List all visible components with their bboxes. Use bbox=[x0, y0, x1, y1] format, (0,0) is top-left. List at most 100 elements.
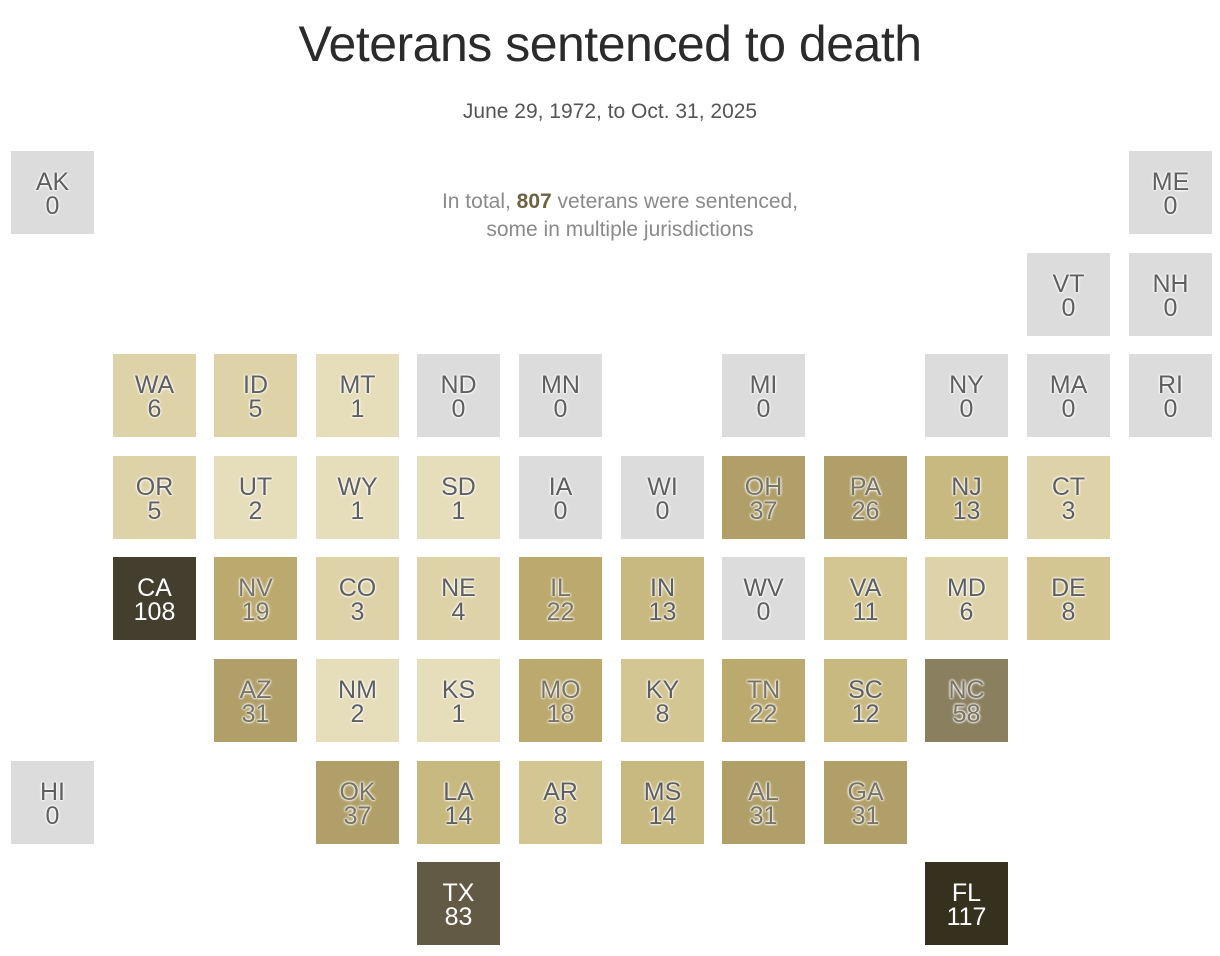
state-value: 2 bbox=[350, 699, 365, 728]
state-abbr: MT bbox=[339, 370, 376, 399]
state-tile-va: VA 11 bbox=[824, 557, 907, 640]
state-tile-in: IN 13 bbox=[621, 557, 704, 640]
state-abbr: DE bbox=[1051, 573, 1086, 602]
state-value: 0 bbox=[959, 394, 974, 423]
state-tile-wa: WA 6 bbox=[113, 354, 196, 437]
state-abbr: MI bbox=[749, 370, 778, 399]
state-abbr: SD bbox=[441, 472, 476, 501]
state-abbr: LA bbox=[443, 777, 474, 806]
state-value: 31 bbox=[851, 801, 880, 830]
state-value: 1 bbox=[350, 496, 365, 525]
state-tile-az: AZ 31 bbox=[214, 659, 297, 742]
state-value: 19 bbox=[241, 597, 270, 626]
state-tile-ar: AR 8 bbox=[519, 761, 602, 844]
state-tile-wv: WV 0 bbox=[722, 557, 805, 640]
state-tile-ut: UT 2 bbox=[214, 456, 297, 539]
state-abbr: GA bbox=[847, 777, 884, 806]
state-abbr: SC bbox=[848, 675, 883, 704]
state-tile-id: ID 5 bbox=[214, 354, 297, 437]
state-tile-md: MD 6 bbox=[925, 557, 1008, 640]
state-tile-fl: FL 117 bbox=[925, 862, 1008, 945]
state-value: 6 bbox=[959, 597, 974, 626]
state-value: 37 bbox=[749, 496, 778, 525]
chart-subtitle: June 29, 1972, to Oct. 31, 2025 bbox=[462, 100, 758, 123]
state-abbr: NM bbox=[338, 675, 377, 704]
state-value: 58 bbox=[952, 699, 981, 728]
state-abbr: KS bbox=[441, 675, 476, 704]
state-tile-la: LA 14 bbox=[417, 761, 500, 844]
chart-title: Veterans sentenced to death bbox=[298, 16, 922, 72]
state-tile-nj: NJ 13 bbox=[925, 456, 1008, 539]
state-value: 12 bbox=[851, 699, 880, 728]
state-abbr: HI bbox=[40, 777, 65, 806]
state-tile-ny: NY 0 bbox=[925, 354, 1008, 437]
state-abbr: CO bbox=[338, 573, 377, 602]
state-value: 0 bbox=[45, 801, 60, 830]
state-abbr: AZ bbox=[239, 675, 272, 704]
state-value: 0 bbox=[756, 394, 771, 423]
state-value: 0 bbox=[45, 191, 60, 220]
state-tile-ms: MS 14 bbox=[621, 761, 704, 844]
state-abbr: MD bbox=[947, 573, 986, 602]
state-value: 5 bbox=[147, 496, 162, 525]
state-abbr: NJ bbox=[951, 472, 982, 501]
state-tile-nc: NC 58 bbox=[925, 659, 1008, 742]
state-abbr: MS bbox=[643, 777, 682, 806]
state-value: 0 bbox=[1163, 394, 1178, 423]
state-value: 31 bbox=[241, 699, 270, 728]
state-abbr: WV bbox=[743, 573, 784, 602]
state-value: 6 bbox=[147, 394, 162, 423]
state-value: 0 bbox=[1061, 394, 1076, 423]
state-abbr: PA bbox=[849, 472, 882, 501]
state-tile-il: IL 22 bbox=[519, 557, 602, 640]
state-value: 8 bbox=[553, 801, 568, 830]
state-tile-nv: NV 19 bbox=[214, 557, 297, 640]
state-value: 18 bbox=[546, 699, 575, 728]
state-abbr: AL bbox=[748, 777, 779, 806]
state-value: 11 bbox=[852, 597, 879, 626]
state-abbr: FL bbox=[951, 878, 982, 907]
state-value: 37 bbox=[343, 801, 372, 830]
state-abbr: VA bbox=[849, 573, 882, 602]
state-abbr: OK bbox=[339, 777, 376, 806]
state-value: 108 bbox=[133, 597, 176, 626]
state-abbr: OR bbox=[135, 472, 174, 501]
state-tile-me: ME 0 bbox=[1129, 151, 1212, 234]
state-value: 3 bbox=[1061, 496, 1076, 525]
state-value: 0 bbox=[553, 394, 568, 423]
state-abbr: KY bbox=[645, 675, 680, 704]
state-tile-tn: TN 22 bbox=[722, 659, 805, 742]
state-value: 83 bbox=[444, 902, 473, 931]
state-abbr: NY bbox=[949, 370, 984, 399]
state-tile-de: DE 8 bbox=[1027, 557, 1110, 640]
state-value: 0 bbox=[655, 496, 670, 525]
state-tile-wy: WY 1 bbox=[316, 456, 399, 539]
state-abbr: NH bbox=[1152, 269, 1189, 298]
state-abbr: RI bbox=[1158, 370, 1183, 399]
state-value: 0 bbox=[1163, 191, 1178, 220]
state-tile-tx: TX 83 bbox=[417, 862, 500, 945]
state-value: 0 bbox=[756, 597, 771, 626]
state-tile-pa: PA 26 bbox=[824, 456, 907, 539]
state-abbr: ND bbox=[440, 370, 477, 399]
state-tile-co: CO 3 bbox=[316, 557, 399, 640]
state-value: 14 bbox=[648, 801, 677, 830]
state-abbr: UT bbox=[238, 472, 273, 501]
state-abbr: NV bbox=[238, 573, 273, 602]
state-tile-sd: SD 1 bbox=[417, 456, 500, 539]
state-abbr: MO bbox=[540, 675, 581, 704]
state-value: 1 bbox=[350, 394, 365, 423]
state-abbr: IN bbox=[650, 573, 675, 602]
state-tile-nh: NH 0 bbox=[1129, 253, 1212, 336]
state-abbr: AR bbox=[543, 777, 578, 806]
state-abbr: ID bbox=[243, 370, 268, 399]
state-value: 0 bbox=[1163, 293, 1178, 322]
state-tile-ct: CT 3 bbox=[1027, 456, 1110, 539]
state-abbr: NE bbox=[441, 573, 476, 602]
state-abbr: IA bbox=[548, 472, 573, 501]
state-abbr: ME bbox=[1151, 167, 1190, 196]
state-tile-ne: NE 4 bbox=[417, 557, 500, 640]
state-abbr: WA bbox=[134, 370, 175, 399]
state-tile-mi: MI 0 bbox=[722, 354, 805, 437]
state-value: 3 bbox=[350, 597, 365, 626]
